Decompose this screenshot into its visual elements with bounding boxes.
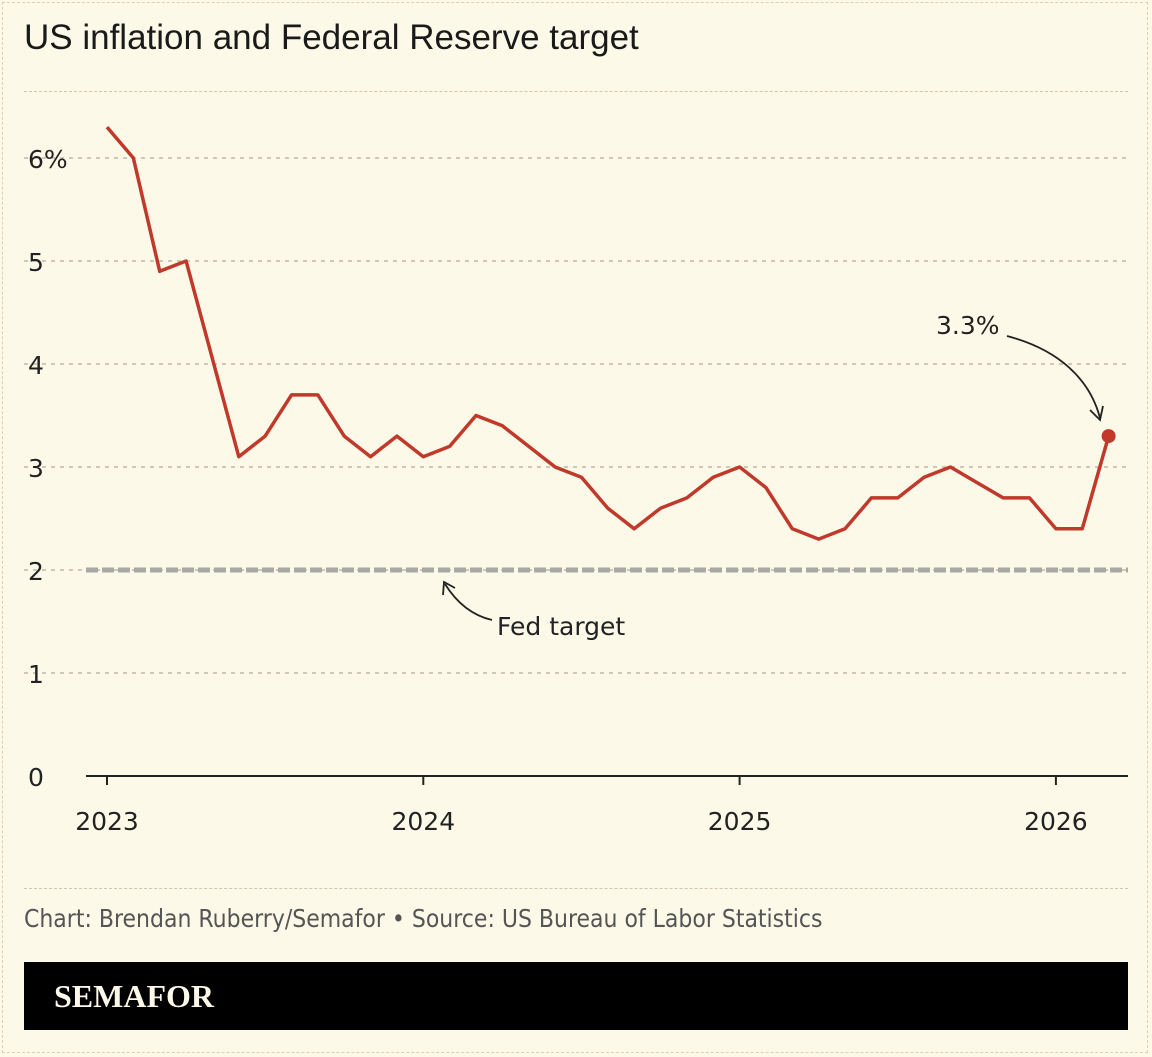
latest-value-label: 3.3% [936,311,1000,340]
chart-title: US inflation and Federal Reserve target [24,18,639,57]
divider-bottom [24,888,1128,889]
divider-top [24,91,1128,92]
brand-bar: SEMAFOR [24,962,1128,1030]
source-note: Chart: Brendan Ruberry/Semafor • Source:… [24,904,823,933]
y-tick-label: 6% [28,145,68,174]
y-tick-label: 2 [28,557,44,586]
data-point [1101,429,1116,444]
x-tick-label: 2026 [1024,807,1088,836]
line-chart: Fed target 0 1 2 3 4 5 6% 2023 2024 2025 2026 3.3% [24,125,1128,836]
fed-target-arrow [444,583,493,621]
y-tick-label: 1 [28,660,44,689]
latest-value-arrow [1006,335,1101,419]
y-tick-label: 0 [28,763,44,792]
x-tick-label: 2025 [708,807,772,836]
x-tick-label: 2024 [391,807,455,836]
fed-target-label: Fed target [497,612,625,641]
arrowhead-icon [1089,405,1104,422]
brand-logo: SEMAFOR [54,978,214,1014]
x-tick-label: 2023 [75,807,139,836]
inflation-line [105,125,1111,541]
y-tick-label: 3 [28,454,44,483]
y-tick-label: 5 [28,248,44,277]
y-tick-label: 4 [28,351,44,380]
arrowhead-icon [442,580,456,596]
